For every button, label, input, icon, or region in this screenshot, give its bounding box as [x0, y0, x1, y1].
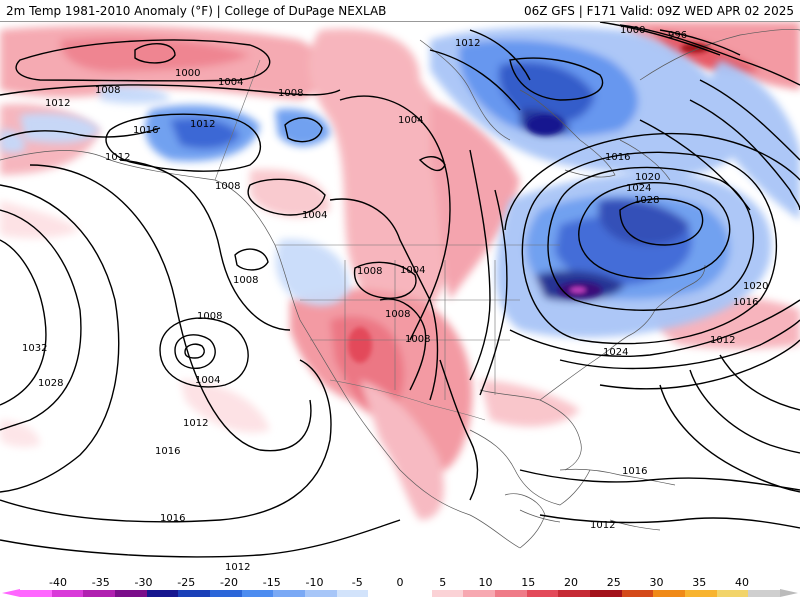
colorbar-tick-label: 15: [521, 576, 536, 589]
isobar-label-1016-gulf: 1016: [622, 466, 647, 477]
colorbar-cell: [20, 590, 52, 597]
isobar-label-1016-atlantic: 1016: [733, 297, 758, 308]
coastlines: [0, 28, 800, 549]
isobar-label-1016-pacific: 1016: [155, 446, 180, 457]
colorbar-cell: [495, 590, 527, 597]
isobar-label-1012-caribbean: 1012: [590, 520, 615, 531]
isobar-label-1000-alaska: 1000: [175, 68, 200, 79]
colorbar-tick-label: -40: [49, 576, 67, 589]
colorbar-cell: [716, 590, 749, 597]
colorbar-cell: [115, 590, 147, 597]
colorbar-cell: [526, 590, 559, 597]
colorbar-legend: -40 -35 -30 -25 -20 -15 -10 -5 0 5 10 15 20 25 30 35 40: [0, 575, 800, 600]
run-info: 06Z GFS | F171 Valid: 09Z WED APR 02 202…: [523, 3, 794, 18]
colorbar-high-arrow: [780, 589, 798, 597]
colorbar-tick-label: -15: [262, 576, 281, 589]
colorbar-cell: [305, 590, 337, 597]
isobar-label-1012-south: 1012: [225, 562, 250, 573]
isobar-label-1016-hudson: 1016: [605, 152, 630, 163]
colorbar-cell: [400, 590, 432, 597]
anomaly-cores: [348, 43, 709, 363]
colorbar-cell: [748, 590, 781, 597]
colorbar-cell: [558, 590, 591, 597]
colorbar-tick-label: 35: [692, 576, 707, 589]
isobar-label-1000-greenland: 1000: [620, 25, 645, 36]
isobar-label-1004-rockies: 1004: [302, 210, 327, 221]
colorbar-cell: [685, 590, 717, 597]
colorbar-tick-label: 40: [735, 576, 749, 589]
anomaly-map: 1000 1000 996 1004 1004 1004 1004 1004 1…: [0, 22, 800, 575]
isobar-label-1008-bering: 1008: [95, 85, 120, 96]
isobar-label-1012-arctic: 1012: [455, 38, 480, 49]
isobar-label-1032: 1032: [22, 343, 47, 354]
isobar-label-1020-atlantic: 1020: [743, 281, 768, 292]
colorbar-cell: [431, 590, 464, 597]
isobar-value-labels: 1000 1000 996 1004 1004 1004 1004 1004 1…: [22, 25, 768, 573]
colorbar-cell: [336, 590, 369, 597]
colorbar-strip: [20, 590, 781, 597]
isobar-label-1012-west: 1012: [45, 98, 70, 109]
colorbar-cell: [368, 590, 401, 597]
isobar-label-1008-west: 1008: [357, 266, 382, 277]
colorbar-tick-label: 25: [606, 576, 621, 589]
isobar-label-1016-south: 1016: [160, 513, 185, 524]
isobar-label-1008-pnw: 1008: [233, 275, 258, 286]
isobar-label-1020-quebec: 1020: [635, 172, 660, 183]
colorbar-cell: [178, 590, 211, 597]
colorbar-cell: [51, 590, 84, 597]
isobar-label-1012-aleutian: 1012: [105, 152, 130, 163]
isobar-label-1016-alaska: 1016: [133, 125, 158, 136]
map-title: 2m Temp 1981-2010 Anomaly (°F) | College…: [6, 3, 387, 18]
colorbar-cell: [241, 590, 274, 597]
colorbar-tick-label: -25: [177, 576, 196, 589]
isobar-label-1004-canada: 1004: [398, 115, 423, 126]
isobar-label-1012-pacific: 1012: [183, 418, 208, 429]
isobars: [0, 22, 800, 558]
isobar-label-1012-alaska: 1012: [190, 119, 215, 130]
colorbar-cell: [210, 590, 242, 597]
colorbar-tick-label: 0: [396, 576, 404, 589]
colorbar-tick-label: 30: [649, 576, 664, 589]
map-area: 1000 1000 996 1004 1004 1004 1004 1004 1…: [0, 22, 800, 575]
colorbar-cell: [146, 590, 179, 597]
colorbar-cell: [653, 590, 686, 597]
isobar-label-1028: 1028: [634, 195, 659, 206]
colorbar-cell: [463, 590, 496, 597]
colorbar-tick-labels: -40 -35 -30 -25 -20 -15 -10 -5 0 5 10 15 20 25 30 35 40: [0, 576, 800, 589]
colorbar-cell: [83, 590, 116, 597]
colorbar-cell: [621, 590, 654, 597]
isobar-label-1024-quebec: 1024: [626, 183, 651, 194]
colorbar-tick-label: 10: [478, 576, 493, 589]
isobar-label-1028-pacific: 1028: [38, 378, 63, 389]
colorbar-tick-label: -5: [351, 576, 363, 589]
isobar-label-1004-bering: 1004: [218, 77, 243, 88]
isobar-label-1004-pacific: 1004: [195, 375, 220, 386]
colorbar-tick-label: 5: [439, 576, 447, 589]
colorbar-low-arrow: [2, 589, 20, 597]
isobar-label-1008-gulf-alaska: 1008: [215, 181, 240, 192]
title-bar: 2m Temp 1981-2010 Anomaly (°F) | College…: [0, 0, 800, 22]
colorbar-tick-label: -20: [220, 576, 238, 589]
isobar-label-1004-plains: 1004: [400, 265, 425, 276]
colorbar-tick-label: 20: [564, 576, 578, 589]
isobar-label-996: 996: [668, 30, 687, 41]
warm-anomaly-shading: [0, 22, 800, 520]
colorbar-cell: [273, 590, 306, 597]
isobar-label-1008-pacific: 1008: [197, 311, 222, 322]
colorbar-tick-label: -10: [305, 576, 324, 589]
isobar-label-1008-texas: 1008: [405, 334, 430, 345]
colorbar-tick-label: -30: [134, 576, 153, 589]
colorbar-tick-label: -35: [91, 576, 110, 589]
isobar-label-1008-yukon: 1008: [278, 88, 303, 99]
colorbar-cell: [590, 590, 622, 597]
isobar-label-1008-southwest: 1008: [385, 309, 410, 320]
isobar-label-1012-atlantic: 1012: [710, 335, 735, 346]
isobar-label-1024-eastcoast: 1024: [603, 347, 628, 358]
